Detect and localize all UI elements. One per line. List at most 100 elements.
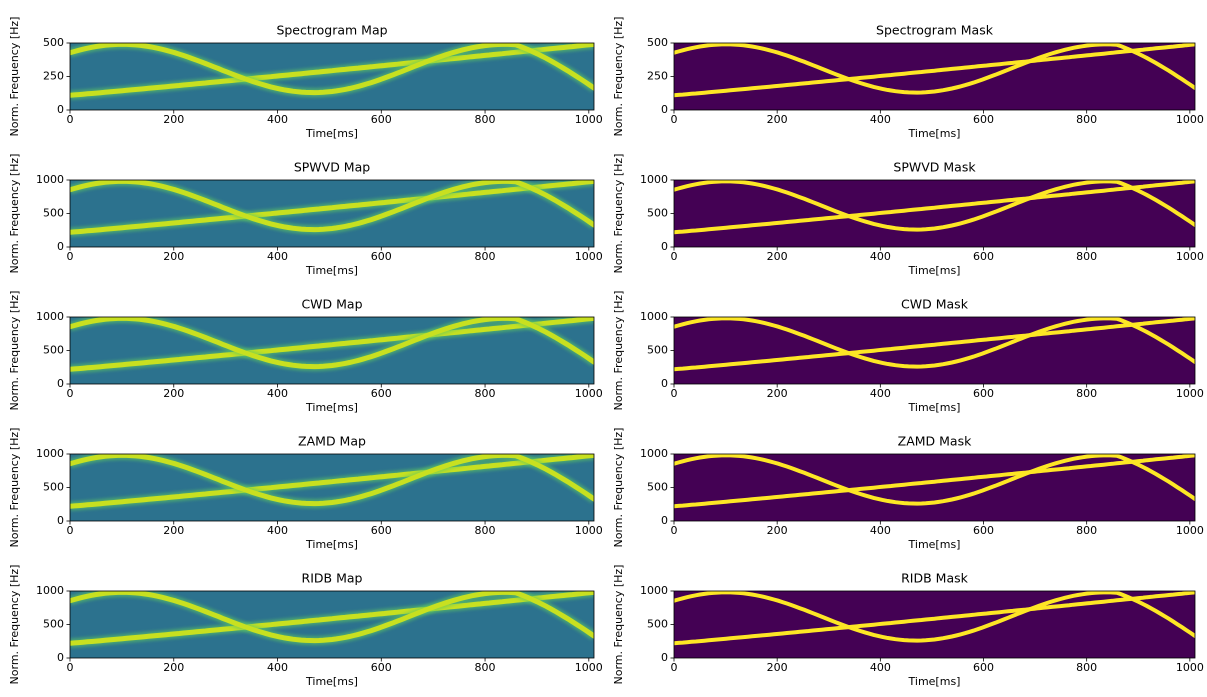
heatmap-ridge	[70, 454, 594, 509]
x-tick-label: 0	[67, 250, 74, 263]
heatmap-ridge	[70, 43, 594, 98]
heatmap-image	[70, 317, 594, 384]
y-tick-label: 500	[43, 344, 64, 357]
x-tick-label: 0	[671, 387, 678, 400]
x-tick-label: 800	[475, 113, 496, 126]
y-tick-label: 500	[43, 618, 64, 631]
x-axis-label: Time[ms]	[305, 127, 358, 140]
x-tick-label: 1000	[575, 661, 603, 674]
subplot: 0 200 400 600 800 1000 0 500 1000 ZAMD Mask Time[m…	[612, 428, 1204, 551]
y-tick-label: 0	[57, 651, 64, 664]
subplot: 0 200 400 600 800 1000 0 250 500 Spectrogram Map T…	[8, 17, 603, 140]
x-tick-label: 800	[1076, 250, 1097, 263]
y-tick-label: 250	[43, 70, 64, 83]
x-tick-label: 400	[870, 524, 891, 537]
chart-title: Spectrogram Mask	[876, 23, 994, 38]
chart-title: ZAMD Map	[298, 434, 366, 449]
x-tick-label: 0	[67, 113, 74, 126]
y-axis-label: Norm. Frequency [Hz]	[612, 17, 625, 137]
x-tick-label: 600	[973, 661, 994, 674]
y-tick-label: 0	[661, 651, 668, 664]
subplot: 0 200 400 600 800 1000 0 500 1000 RIDB Map Time[ms…	[8, 565, 603, 688]
chart-title: SPWVD Map	[294, 160, 370, 175]
x-tick-label: 400	[267, 387, 288, 400]
y-tick-label: 1000	[36, 584, 64, 597]
x-tick-label: 200	[767, 387, 788, 400]
chart-title: CWD Mask	[901, 297, 969, 312]
heatmap-image	[674, 43, 1195, 110]
heatmap-image	[70, 591, 594, 658]
heatmap-image	[674, 454, 1195, 521]
x-tick-label: 600	[973, 113, 994, 126]
x-tick-label: 0	[671, 661, 678, 674]
x-tick-label: 1000	[575, 387, 603, 400]
y-axis-label: Norm. Frequency [Hz]	[8, 428, 21, 548]
x-axis-label: Time[ms]	[908, 264, 961, 277]
chart-title: RIDB Map	[302, 571, 363, 586]
x-tick-label: 200	[163, 387, 184, 400]
heatmap-ridge	[70, 180, 594, 233]
chart-title: RIDB Mask	[901, 571, 969, 586]
x-tick-label: 1000	[1176, 387, 1204, 400]
y-tick-label: 500	[647, 344, 668, 357]
x-tick-label: 800	[1076, 661, 1097, 674]
subplot: 0 200 400 600 800 1000 0 500 1000 RIDB Mask Time[m…	[612, 565, 1204, 688]
x-tick-label: 200	[163, 524, 184, 537]
y-tick-label: 0	[661, 240, 668, 253]
x-tick-label: 1000	[575, 250, 603, 263]
x-tick-label: 400	[267, 113, 288, 126]
y-axis-label: Norm. Frequency [Hz]	[8, 17, 21, 137]
x-tick-label: 600	[371, 524, 392, 537]
x-tick-label: 200	[767, 113, 788, 126]
y-tick-label: 500	[43, 207, 64, 220]
x-tick-label: 0	[67, 524, 74, 537]
y-tick-label: 0	[661, 377, 668, 390]
heatmap-ridge	[674, 180, 1195, 232]
y-axis-label: Norm. Frequency [Hz]	[8, 154, 21, 274]
heatmap-image	[674, 180, 1195, 247]
subplot: 0 200 400 600 800 1000 0 500 1000 CWD Mask Time[ms…	[612, 291, 1204, 414]
heatmap-ridge	[70, 317, 594, 370]
x-tick-label: 800	[475, 250, 496, 263]
y-axis-label: Norm. Frequency [Hz]	[8, 291, 21, 411]
x-axis-label: Time[ms]	[305, 675, 358, 688]
x-tick-label: 800	[1076, 113, 1097, 126]
x-tick-label: 1000	[1176, 113, 1204, 126]
subplot: 0 200 400 600 800 1000 0 500 1000 CWD Map Time[ms]…	[8, 291, 603, 414]
x-tick-label: 1000	[575, 524, 603, 537]
x-tick-label: 800	[475, 387, 496, 400]
x-tick-label: 400	[870, 250, 891, 263]
heatmap-ridge	[70, 180, 594, 235]
y-tick-label: 0	[57, 103, 64, 116]
x-tick-label: 200	[767, 250, 788, 263]
x-tick-label: 800	[1076, 387, 1097, 400]
y-tick-label: 500	[647, 618, 668, 631]
chart-title: CWD Map	[301, 297, 362, 312]
x-tick-label: 0	[671, 524, 678, 537]
y-axis-label: Norm. Frequency [Hz]	[612, 565, 625, 685]
x-tick-label: 400	[870, 113, 891, 126]
chart-title: ZAMD Mask	[898, 434, 972, 449]
heatmap-ridge	[674, 43, 1195, 98]
y-tick-label: 500	[647, 36, 668, 49]
heatmap-ridge	[674, 317, 1195, 369]
x-axis-label: Time[ms]	[305, 538, 358, 551]
x-tick-label: 400	[267, 661, 288, 674]
x-tick-label: 0	[67, 661, 74, 674]
x-tick-label: 800	[1076, 524, 1097, 537]
x-tick-label: 0	[67, 387, 74, 400]
y-tick-label: 1000	[640, 584, 668, 597]
heatmap-ridge	[70, 591, 594, 646]
x-axis-label: Time[ms]	[908, 538, 961, 551]
heatmap-ridge	[674, 43, 1195, 95]
y-tick-label: 0	[661, 103, 668, 116]
heatmap-ridge	[70, 43, 594, 96]
heatmap-ridge	[70, 591, 594, 644]
x-tick-label: 200	[767, 661, 788, 674]
y-tick-label: 1000	[640, 173, 668, 186]
chart-title: SPWVD Mask	[893, 160, 976, 175]
x-tick-label: 200	[163, 113, 184, 126]
y-tick-label: 500	[647, 481, 668, 494]
x-tick-label: 600	[371, 250, 392, 263]
